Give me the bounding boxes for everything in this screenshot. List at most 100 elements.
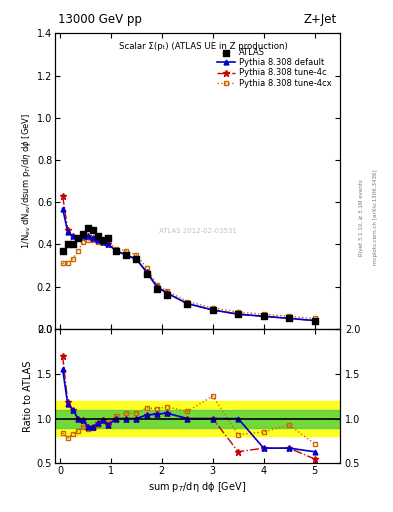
Pythia 8.308 tune-4cx <box>312 315 317 322</box>
Pythia 8.308 tune-4c <box>75 235 80 241</box>
Pythia 8.308 tune-4c <box>287 315 292 322</box>
ATLAS <box>133 255 140 263</box>
Pythia 8.308 default <box>86 233 90 239</box>
Pythia 8.308 tune-4c <box>114 248 118 254</box>
Pythia 8.308 tune-4c <box>101 239 106 245</box>
Pythia 8.308 tune-4c <box>70 233 75 239</box>
Pythia 8.308 tune-4cx <box>65 261 70 267</box>
ATLAS <box>311 316 318 325</box>
Pythia 8.308 default <box>91 235 95 241</box>
Pythia 8.308 tune-4c <box>144 269 149 275</box>
Pythia 8.308 tune-4c <box>154 284 159 290</box>
Pythia 8.308 default <box>106 242 111 248</box>
Line: Pythia 8.308 default: Pythia 8.308 default <box>60 206 317 323</box>
Pythia 8.308 tune-4cx <box>165 288 169 294</box>
ATLAS <box>286 314 292 323</box>
ATLAS <box>164 291 170 299</box>
Pythia 8.308 default <box>154 284 159 290</box>
Pythia 8.308 tune-4c <box>236 311 241 317</box>
Pythia 8.308 tune-4cx <box>134 252 139 258</box>
Pythia 8.308 tune-4c <box>165 290 169 296</box>
Line: Pythia 8.308 tune-4c: Pythia 8.308 tune-4c <box>59 193 318 324</box>
Pythia 8.308 default <box>144 269 149 275</box>
ATLAS <box>70 241 76 249</box>
Pythia 8.308 tune-4cx <box>96 239 101 245</box>
Pythia 8.308 default <box>70 233 75 239</box>
Pythia 8.308 tune-4cx <box>287 313 292 319</box>
Pythia 8.308 default <box>60 205 65 211</box>
Pythia 8.308 tune-4c <box>312 317 317 324</box>
Pythia 8.308 tune-4cx <box>154 282 159 288</box>
Pythia 8.308 default <box>101 239 106 245</box>
Pythia 8.308 tune-4c <box>185 301 190 307</box>
ATLAS <box>235 310 241 318</box>
ATLAS <box>123 251 129 259</box>
Pythia 8.308 default <box>75 235 80 241</box>
Pythia 8.308 tune-4cx <box>81 239 85 245</box>
Text: 13000 GeV pp: 13000 GeV pp <box>58 13 142 26</box>
Pythia 8.308 tune-4cx <box>101 239 106 245</box>
Y-axis label: 1/N$_{ev}$ dN$_{ev}$/dsum p$_T$/d$\eta$ d$\phi$ [GeV]: 1/N$_{ev}$ dN$_{ev}$/dsum p$_T$/d$\eta$ … <box>20 113 33 249</box>
Pythia 8.308 tune-4c <box>86 233 90 239</box>
Pythia 8.308 tune-4cx <box>124 248 129 254</box>
Pythia 8.308 default <box>65 229 70 235</box>
Text: Scalar Σ(pₜ) (ATLAS UE in Z production): Scalar Σ(pₜ) (ATLAS UE in Z production) <box>119 42 288 51</box>
Pythia 8.308 tune-4cx <box>91 237 95 243</box>
Y-axis label: Ratio to ATLAS: Ratio to ATLAS <box>23 360 33 432</box>
Pythia 8.308 tune-4c <box>134 256 139 262</box>
Pythia 8.308 tune-4cx <box>106 239 111 245</box>
ATLAS <box>184 300 191 308</box>
Pythia 8.308 tune-4c <box>210 307 215 313</box>
Pythia 8.308 tune-4cx <box>60 261 65 267</box>
ATLAS <box>64 241 71 249</box>
ATLAS <box>113 247 119 255</box>
ATLAS <box>59 247 66 255</box>
Text: Z+Jet: Z+Jet <box>304 13 337 26</box>
ATLAS <box>90 226 96 234</box>
Pythia 8.308 tune-4c <box>91 235 95 241</box>
Text: mcplots.cern.ch [arXiv:1306.3436]: mcplots.cern.ch [arXiv:1306.3436] <box>373 170 378 265</box>
Pythia 8.308 default <box>210 307 215 313</box>
Pythia 8.308 tune-4cx <box>70 256 75 262</box>
ATLAS <box>80 230 86 238</box>
Pythia 8.308 tune-4cx <box>114 246 118 252</box>
ATLAS <box>261 312 267 321</box>
Pythia 8.308 tune-4c <box>60 193 65 199</box>
Pythia 8.308 tune-4c <box>65 227 70 233</box>
ATLAS <box>85 223 91 231</box>
Text: ATLAS 2012-02-03531: ATLAS 2012-02-03531 <box>158 228 237 234</box>
Pythia 8.308 default <box>124 252 129 258</box>
Pythia 8.308 tune-4cx <box>86 237 90 243</box>
Pythia 8.308 default <box>96 237 101 243</box>
Pythia 8.308 tune-4c <box>81 233 85 239</box>
Pythia 8.308 default <box>134 256 139 262</box>
Text: Rivet 3.1.10, ≥ 3.1M events: Rivet 3.1.10, ≥ 3.1M events <box>359 179 364 256</box>
ATLAS <box>105 234 112 242</box>
Pythia 8.308 default <box>165 290 169 296</box>
Pythia 8.308 tune-4cx <box>75 248 80 254</box>
ATLAS <box>209 306 216 314</box>
Pythia 8.308 tune-4cx <box>236 309 241 315</box>
Pythia 8.308 tune-4cx <box>210 305 215 311</box>
Pythia 8.308 tune-4c <box>261 313 266 319</box>
X-axis label: sum p$_T$/dη dϕ [GeV]: sum p$_T$/dη dϕ [GeV] <box>149 480 246 494</box>
ATLAS <box>75 234 81 242</box>
Pythia 8.308 default <box>312 317 317 324</box>
ATLAS <box>95 232 101 240</box>
ATLAS <box>100 236 107 244</box>
ATLAS <box>154 285 160 293</box>
Pythia 8.308 tune-4cx <box>144 265 149 271</box>
Pythia 8.308 tune-4cx <box>185 298 190 305</box>
Pythia 8.308 default <box>287 315 292 322</box>
Pythia 8.308 tune-4c <box>96 237 101 243</box>
Line: Pythia 8.308 tune-4cx: Pythia 8.308 tune-4cx <box>60 238 317 321</box>
Pythia 8.308 default <box>114 248 118 254</box>
Pythia 8.308 default <box>236 311 241 317</box>
Pythia 8.308 tune-4c <box>124 252 129 258</box>
Pythia 8.308 default <box>185 301 190 307</box>
Pythia 8.308 default <box>261 313 266 319</box>
ATLAS <box>143 270 150 278</box>
Pythia 8.308 default <box>81 233 85 239</box>
Legend: ATLAS, Pythia 8.308 default, Pythia 8.308 tune-4c, Pythia 8.308 tune-4cx: ATLAS, Pythia 8.308 default, Pythia 8.30… <box>215 46 333 90</box>
Pythia 8.308 tune-4c <box>106 242 111 248</box>
